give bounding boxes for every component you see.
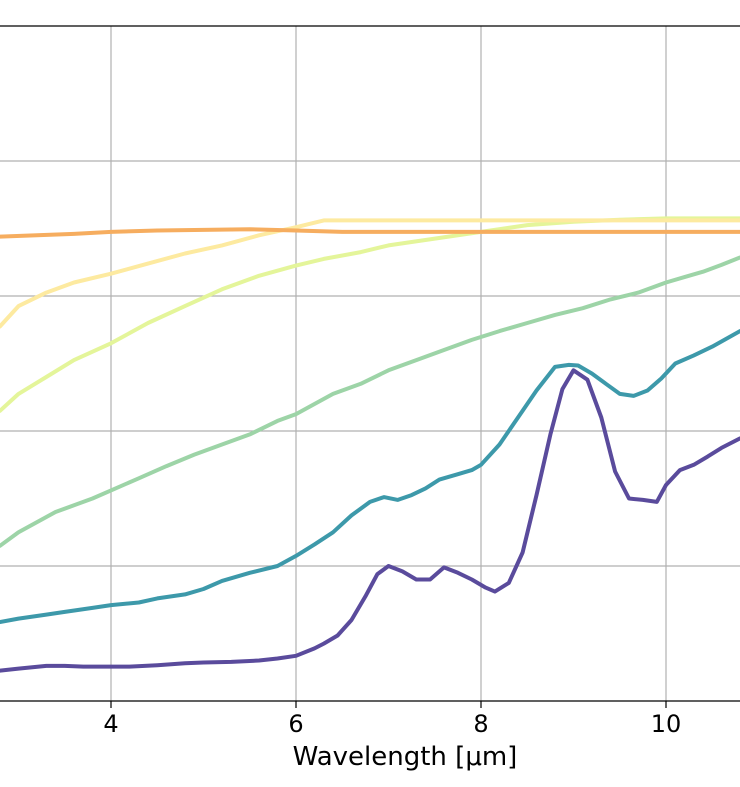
series-line-2 [0, 329, 740, 624]
series-line-1 [0, 368, 740, 673]
x-tick-label: 8 [473, 710, 488, 738]
grid [0, 26, 740, 701]
plot-frame [0, 25, 740, 702]
x-tick-label: 4 [103, 710, 118, 738]
series-group [0, 216, 740, 673]
series-line-3 [0, 255, 740, 548]
series-line-6 [0, 227, 740, 239]
x-tick-label: 6 [288, 710, 303, 738]
x-ticks: 4 6 8 10 [103, 701, 681, 738]
series-line-5 [0, 218, 740, 329]
x-tick-label: 10 [651, 710, 682, 738]
x-axis-label: Wavelength [μm] [293, 742, 518, 772]
